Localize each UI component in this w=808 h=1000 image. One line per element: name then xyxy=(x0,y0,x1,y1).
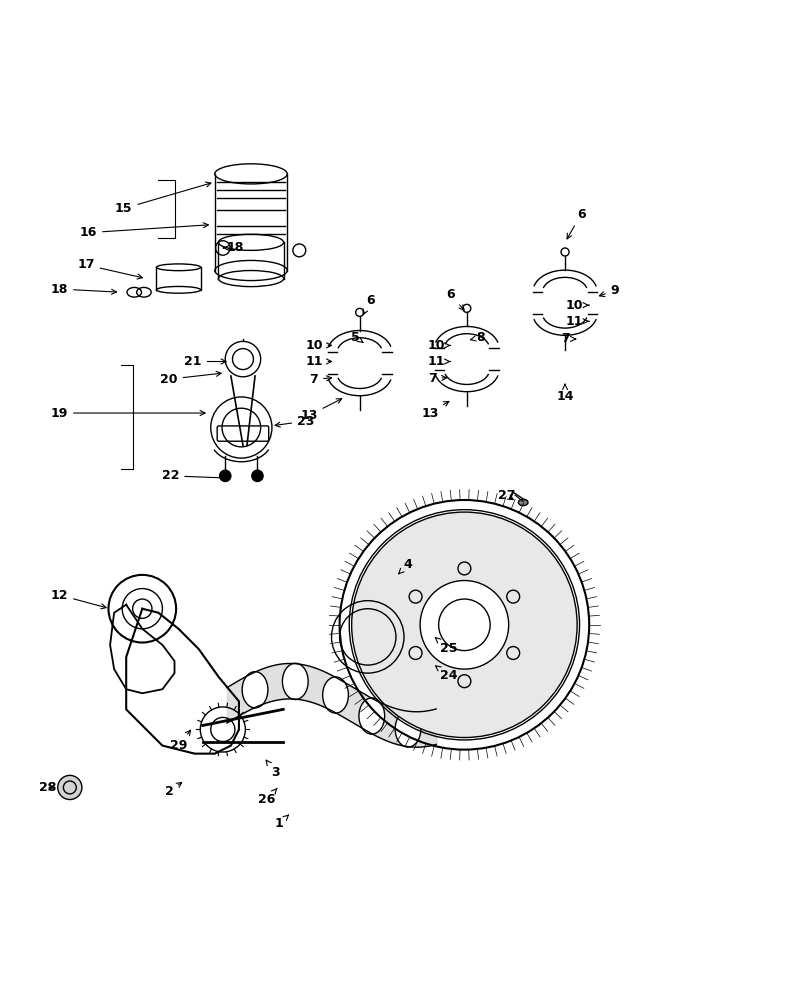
Text: 2: 2 xyxy=(165,783,182,798)
Circle shape xyxy=(351,512,577,738)
Text: 6: 6 xyxy=(363,294,374,314)
Text: 9: 9 xyxy=(600,284,619,297)
Text: 22: 22 xyxy=(162,469,229,482)
Text: 10: 10 xyxy=(427,339,451,352)
Text: 6: 6 xyxy=(446,288,464,310)
Text: 25: 25 xyxy=(436,638,457,655)
Text: 23: 23 xyxy=(275,415,314,428)
Circle shape xyxy=(420,581,509,669)
Text: 7: 7 xyxy=(427,372,447,385)
Text: 17: 17 xyxy=(78,258,142,279)
Ellipse shape xyxy=(519,499,528,506)
Text: 28: 28 xyxy=(40,781,57,794)
Text: 11: 11 xyxy=(427,355,451,368)
Text: 16: 16 xyxy=(80,223,208,239)
Ellipse shape xyxy=(359,698,385,734)
Text: 18: 18 xyxy=(51,283,116,296)
Text: 19: 19 xyxy=(51,407,205,420)
Circle shape xyxy=(108,575,176,643)
Text: 7: 7 xyxy=(561,332,575,345)
Text: 1: 1 xyxy=(275,815,288,830)
Text: 10: 10 xyxy=(305,339,331,352)
Circle shape xyxy=(57,775,82,800)
Text: 7: 7 xyxy=(309,373,331,386)
Ellipse shape xyxy=(395,711,421,747)
Text: 14: 14 xyxy=(556,384,574,403)
Text: 10: 10 xyxy=(566,299,589,312)
Circle shape xyxy=(252,470,263,481)
Ellipse shape xyxy=(242,672,268,708)
Text: 11: 11 xyxy=(305,355,331,368)
Text: 3: 3 xyxy=(266,760,280,779)
Text: 5: 5 xyxy=(351,331,363,344)
Text: 18: 18 xyxy=(223,241,243,254)
Text: 24: 24 xyxy=(436,666,457,682)
Text: 13: 13 xyxy=(421,401,449,420)
Text: 26: 26 xyxy=(259,788,277,806)
Text: 21: 21 xyxy=(184,355,226,368)
Text: 27: 27 xyxy=(499,489,516,502)
Ellipse shape xyxy=(322,677,348,713)
Text: 13: 13 xyxy=(301,399,342,422)
Text: 8: 8 xyxy=(470,331,485,344)
Text: 20: 20 xyxy=(160,371,221,386)
Text: 29: 29 xyxy=(170,730,191,752)
Text: 12: 12 xyxy=(51,589,106,609)
Text: 11: 11 xyxy=(566,315,589,328)
Ellipse shape xyxy=(283,663,308,699)
Text: 15: 15 xyxy=(115,182,211,215)
Text: 4: 4 xyxy=(398,558,412,574)
Circle shape xyxy=(220,470,231,481)
Text: 6: 6 xyxy=(567,208,586,239)
